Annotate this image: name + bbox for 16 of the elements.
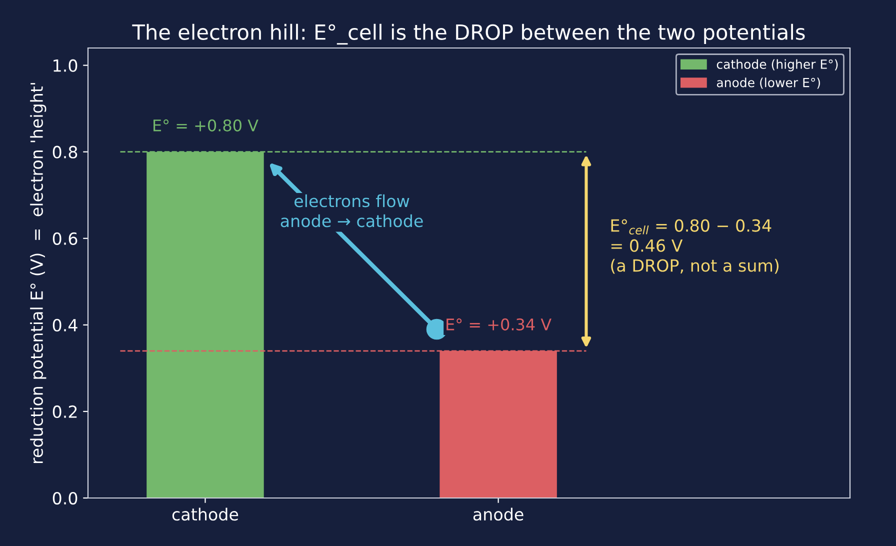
legend-label: cathode (higher E°)	[716, 59, 838, 72]
y-tick-label: 0.2	[52, 405, 77, 418]
y-tick-label: 0.6	[52, 232, 78, 245]
y-axis-title: reduction potential E° (V) = electron 'height'	[30, 83, 46, 464]
y-tick-label: 0.4	[52, 318, 78, 332]
y-tick-label: 1.0	[54, 59, 78, 72]
legend-label: anode (lower E°)	[716, 78, 820, 89]
ref-line-label: E° = +0.80 V	[154, 119, 258, 132]
chart-title: The electron hill: E°_cell is the DROP between the two potentials	[132, 24, 805, 45]
y-tick-label: 0.8	[52, 146, 78, 158]
y-tick-label: 0.0	[52, 492, 78, 505]
annotation: E°$_{cell}$ = 0.80 − 0.34 = 0.46 V (a DROP, not a sum)	[611, 219, 779, 274]
annotation: electrons flow anode → cathode	[280, 194, 423, 228]
ref-line-label: E° = +0.34 V	[446, 318, 552, 330]
x-tick-label: cathode	[172, 508, 238, 521]
x-tick-label: anode	[473, 508, 524, 521]
